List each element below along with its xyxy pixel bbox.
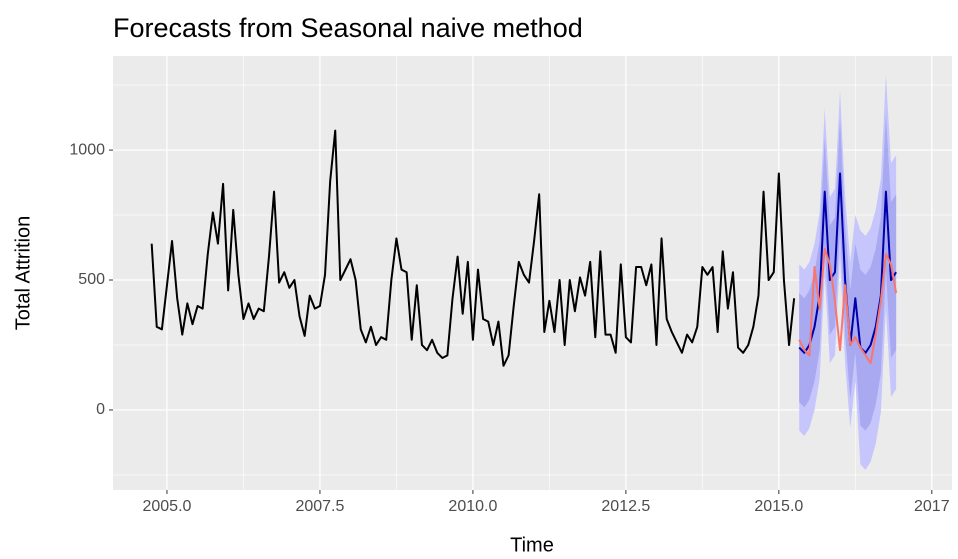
- x-axis-title: Time: [510, 534, 554, 556]
- series-line: [150, 129, 796, 367]
- y-tick-label: 0: [96, 401, 105, 418]
- series-line: [798, 247, 898, 365]
- y-axis-title: Total Attrition: [12, 216, 34, 331]
- y-tick-label: 500: [78, 271, 105, 288]
- x-tick-label: 2015.0: [754, 498, 803, 515]
- chart-title: Forecasts from Seasonal naive method: [113, 13, 583, 43]
- x-tick-label: 2005.0: [142, 498, 191, 515]
- x-tick-label: 2010.0: [448, 498, 497, 515]
- y-tick-label: 1000: [69, 141, 105, 158]
- x-tick-label: 2007.5: [295, 498, 344, 515]
- x-tick-label: 2017: [914, 498, 950, 515]
- x-tick-label: 2012.5: [601, 498, 650, 515]
